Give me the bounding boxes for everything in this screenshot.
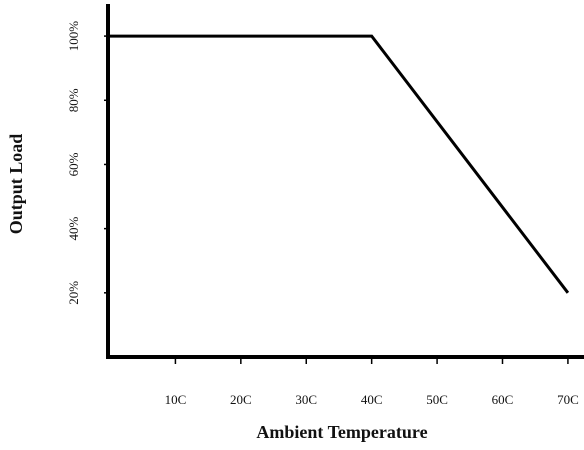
y-tick-label: 60%: [66, 152, 81, 176]
x-tick-label: 20C: [230, 392, 252, 407]
x-axis-title: Ambient Temperature: [256, 422, 427, 442]
y-axis-title: Output Load: [6, 134, 26, 235]
x-tick-label: 30C: [295, 392, 317, 407]
y-axis-title-group: Output Load: [6, 134, 26, 235]
x-tick-label: 50C: [426, 392, 448, 407]
x-tick-label: 60C: [492, 392, 514, 407]
y-tick-label: 100%: [66, 21, 81, 52]
y-tick-label: 80%: [66, 88, 81, 112]
x-tick-labels: 10C 20C 30C 40C 50C 60C 70C: [165, 392, 579, 407]
x-tick-label: 40C: [361, 392, 383, 407]
x-tick-label: 10C: [165, 392, 187, 407]
series-layer: [110, 34, 570, 294]
y-tick-label: 40%: [66, 217, 81, 241]
y-tick-labels: 20% 40% 60% 80% 100%: [66, 21, 81, 305]
y-tick-label: 20%: [66, 281, 81, 305]
x-tick-label: 70C: [557, 392, 579, 407]
series-line: [110, 34, 570, 294]
